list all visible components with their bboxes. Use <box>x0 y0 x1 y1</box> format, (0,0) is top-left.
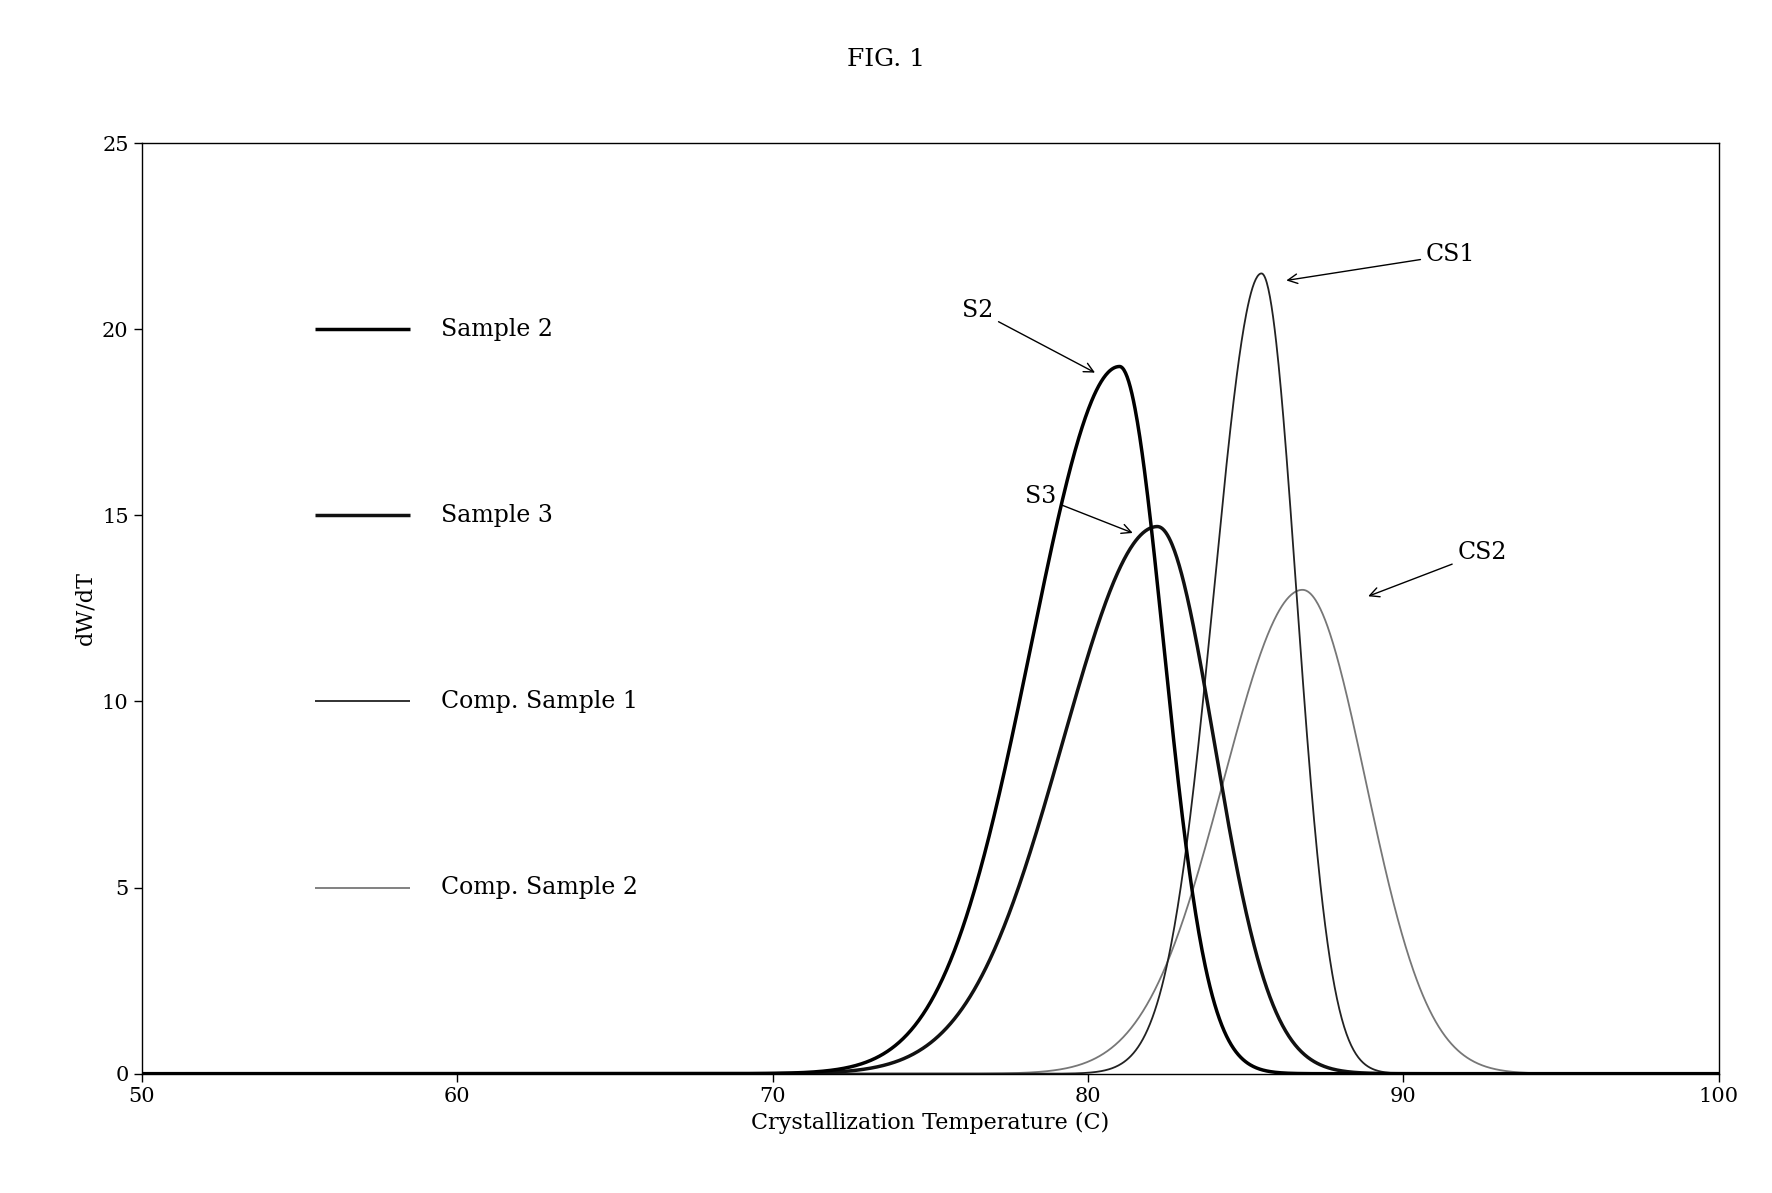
Text: CS2: CS2 <box>1370 542 1506 596</box>
Y-axis label: dW/dT: dW/dT <box>74 571 96 645</box>
Text: Comp. Sample 1: Comp. Sample 1 <box>441 690 638 713</box>
Text: FIG. 1: FIG. 1 <box>847 48 925 72</box>
Text: S2: S2 <box>962 299 1093 372</box>
Text: CS1: CS1 <box>1288 243 1476 284</box>
Text: Sample 2: Sample 2 <box>441 317 553 341</box>
Text: Sample 3: Sample 3 <box>441 503 553 527</box>
Text: Comp. Sample 2: Comp. Sample 2 <box>441 876 638 900</box>
X-axis label: Crystallization Temperature (C): Crystallization Temperature (C) <box>751 1112 1109 1133</box>
Text: S3: S3 <box>1024 486 1131 533</box>
